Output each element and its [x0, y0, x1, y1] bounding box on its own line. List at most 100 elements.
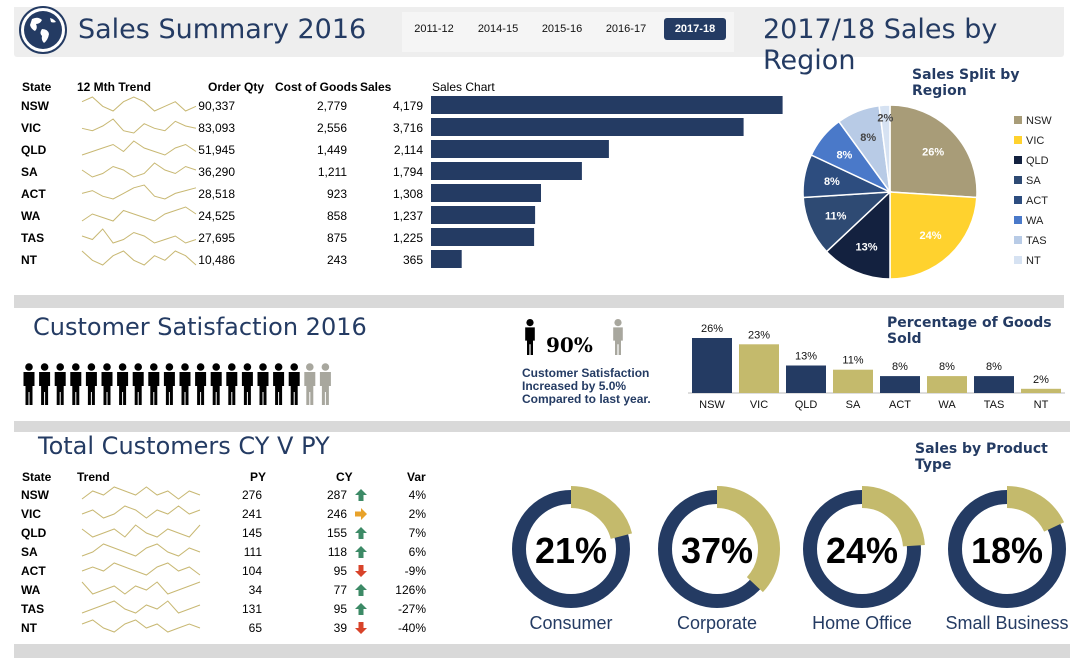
goods-data-label: 8%: [892, 361, 908, 373]
col-state: State: [22, 80, 52, 94]
legend-label: ACT: [1026, 195, 1048, 207]
sales-value: 1,794: [392, 165, 423, 179]
region-pie-chart: 26%24%13%11%8%8%8%2%: [802, 104, 978, 280]
person-filled-icon: [525, 319, 535, 355]
col-sales-chart: Sales Chart: [432, 80, 495, 94]
goods-bar: [739, 344, 779, 393]
arrow-up-icon: [355, 603, 367, 615]
cy-value: 95: [333, 602, 347, 616]
donut-value-arc: [861, 486, 925, 547]
person-filled-icon: [23, 363, 35, 405]
sales-sparklines: [81, 96, 197, 266]
legend-swatch: [1014, 196, 1022, 204]
py-value: 131: [241, 602, 262, 616]
pie-data-label: 24%: [919, 230, 941, 242]
col-trend: 12 Mth Trend: [77, 80, 152, 94]
donut-percent: 18%: [971, 530, 1043, 571]
goods-data-label: 13%: [795, 351, 817, 363]
goods-category-label: NSW: [699, 399, 725, 411]
py-value: 111: [243, 545, 262, 559]
product-label: Home Office: [812, 613, 912, 633]
col-sales: Sales: [360, 80, 392, 94]
tab-2011-12[interactable]: 2011-12: [414, 23, 454, 35]
var-value: -27%: [397, 602, 426, 616]
year-tabs: 2011-12 2014-15 2015-16 2016-17 2017-18: [402, 12, 734, 52]
donut-percent: 21%: [535, 530, 607, 571]
pie-data-label: 26%: [922, 147, 944, 159]
order-qty-value: 83,093: [198, 121, 235, 135]
cy-value: 246: [326, 507, 347, 521]
state-label: NT: [21, 253, 37, 267]
order-qty-value: 36,290: [198, 165, 235, 179]
tab-2015-16[interactable]: 2015-16: [541, 23, 583, 35]
sparkline: [81, 524, 201, 538]
goods-bar: [692, 338, 732, 393]
state-label: SA: [21, 545, 38, 559]
person-filled-icon: [179, 363, 191, 405]
sparkline: [81, 96, 197, 112]
py-value: 104: [241, 564, 262, 578]
donut-value-arc: [716, 486, 780, 593]
pie-title: Sales Split by Region: [912, 67, 1020, 99]
goods-bar: [974, 376, 1014, 393]
py-value: 276: [241, 488, 262, 502]
sales-bar-chart: [431, 96, 783, 268]
divider: [14, 421, 1070, 432]
sales-value: 1,237: [392, 209, 423, 223]
person-empty-icon: [304, 363, 316, 405]
var-value: 7%: [408, 526, 426, 540]
state-label: VIC: [21, 121, 42, 135]
py-value: 145: [241, 526, 262, 540]
py-value: 34: [248, 583, 262, 597]
pie-data-label: 8%: [824, 176, 840, 188]
sparkline: [81, 543, 201, 557]
sparkline: [81, 162, 197, 178]
legend-label: TAS: [1026, 235, 1047, 247]
sparkline: [81, 619, 201, 633]
tab-2016-17[interactable]: 2016-17: [605, 23, 647, 35]
col-cogs: Cost of Goods: [275, 80, 358, 94]
cust-col-trend: Trend: [77, 470, 110, 484]
goods-category-label: SA: [846, 399, 861, 411]
sparkline: [81, 228, 197, 244]
goods-category-label: WA: [938, 399, 956, 411]
person-filled-icon: [195, 363, 207, 405]
product-label: Corporate: [676, 613, 758, 633]
state-label: QLD: [21, 143, 47, 157]
sales-bar: [431, 184, 541, 202]
legend-label: VIC: [1026, 135, 1044, 147]
donut-value-arc: [570, 486, 633, 540]
person-filled-icon: [288, 363, 300, 405]
csat-title: Customer Satisfaction 2016: [33, 313, 367, 341]
legend-label: NSW: [1026, 115, 1052, 127]
cy-value: 287: [326, 488, 347, 502]
arrow-up-icon: [355, 489, 367, 501]
var-value: 2%: [408, 507, 426, 521]
tab-2017-18[interactable]: 2017-18: [664, 18, 726, 40]
product-title: Sales by Product Type: [915, 441, 1048, 473]
divider: [14, 295, 1064, 308]
cy-value: 118: [327, 545, 347, 559]
tab-2014-15[interactable]: 2014-15: [477, 23, 519, 35]
legend-label: QLD: [1026, 155, 1049, 167]
sales-bar: [431, 250, 462, 268]
pie-data-label: 2%: [877, 112, 893, 124]
var-value: -9%: [404, 564, 426, 578]
goods-data-label: 2%: [1033, 374, 1049, 386]
py-value: 65: [248, 621, 262, 635]
pie-data-label: 13%: [855, 241, 877, 253]
customers-title: Total Customers CY V PY: [38, 432, 330, 460]
goods-bar: [1021, 388, 1061, 393]
pie-slice: [878, 104, 891, 193]
pie-slice: [889, 191, 978, 280]
goods-bar: [833, 369, 873, 393]
state-label: TAS: [21, 231, 45, 245]
var-value: 126%: [395, 583, 426, 597]
sparkline: [81, 118, 197, 134]
py-value: 241: [241, 507, 262, 521]
person-filled-icon: [257, 363, 269, 405]
pie-data-label: 11%: [825, 211, 847, 223]
sparkline: [81, 184, 197, 200]
state-label: ACT: [21, 187, 46, 201]
legend-label: NT: [1026, 255, 1041, 267]
